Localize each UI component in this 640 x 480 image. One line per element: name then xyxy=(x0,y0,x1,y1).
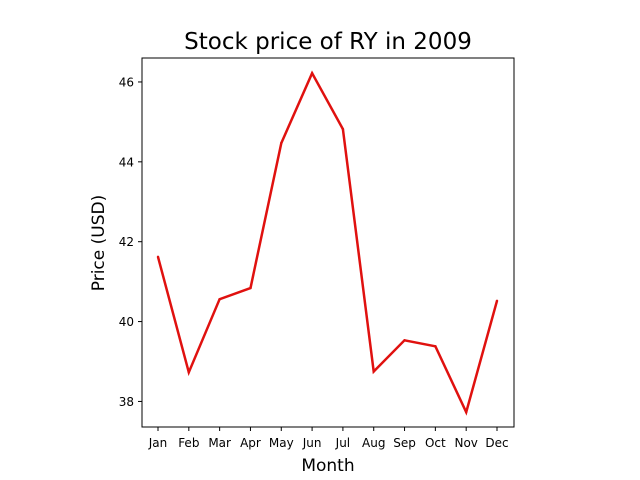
x-tick-label: Oct xyxy=(425,436,446,450)
x-tick-label: Aug xyxy=(362,436,385,450)
y-axis-ticks: 38 40 42 44 46 xyxy=(119,75,142,409)
x-tick-label: Jan xyxy=(148,436,168,450)
plot-area xyxy=(141,57,515,428)
y-tick-label: 38 xyxy=(119,395,134,409)
x-axis-ticks: Jan Feb Mar Apr May Jun Jul Aug Sep Oct Nov Dec xyxy=(148,427,509,450)
x-tick-label: Dec xyxy=(485,436,508,450)
data-point-feb xyxy=(187,371,191,374)
x-tick-label: Apr xyxy=(240,436,261,450)
data-point-jun xyxy=(310,71,314,75)
data-point-mar xyxy=(218,298,221,301)
data-point-aug xyxy=(372,370,375,373)
y-axis-label: Price (USD) xyxy=(89,195,109,291)
y-tick-label: 42 xyxy=(119,235,134,249)
data-point-oct xyxy=(434,345,437,348)
x-tick-label: Jul xyxy=(335,436,350,450)
x-tick-label: Nov xyxy=(454,436,477,450)
x-tick-label: May xyxy=(269,436,294,450)
x-tick-label: Feb xyxy=(178,436,199,450)
y-tick-label: 40 xyxy=(119,315,134,329)
data-point-nov xyxy=(464,411,468,414)
data-point-sep xyxy=(403,339,406,342)
y-tick-label: 46 xyxy=(119,75,134,89)
data-point-may xyxy=(280,141,283,145)
x-tick-label: Mar xyxy=(208,436,231,450)
series-layer xyxy=(156,70,499,416)
y-tick-label: 44 xyxy=(119,155,134,169)
data-point-apr xyxy=(249,286,252,290)
data-point-jul xyxy=(341,127,345,131)
x-tick-label: Sep xyxy=(393,436,416,450)
x-tick-label: Jun xyxy=(302,436,322,450)
data-point-dec xyxy=(495,299,499,303)
x-axis-label: Month xyxy=(301,456,354,476)
chart-title: Stock price of RY in 2009 xyxy=(184,29,472,55)
price-line xyxy=(156,70,499,416)
data-point-jan xyxy=(156,255,160,259)
